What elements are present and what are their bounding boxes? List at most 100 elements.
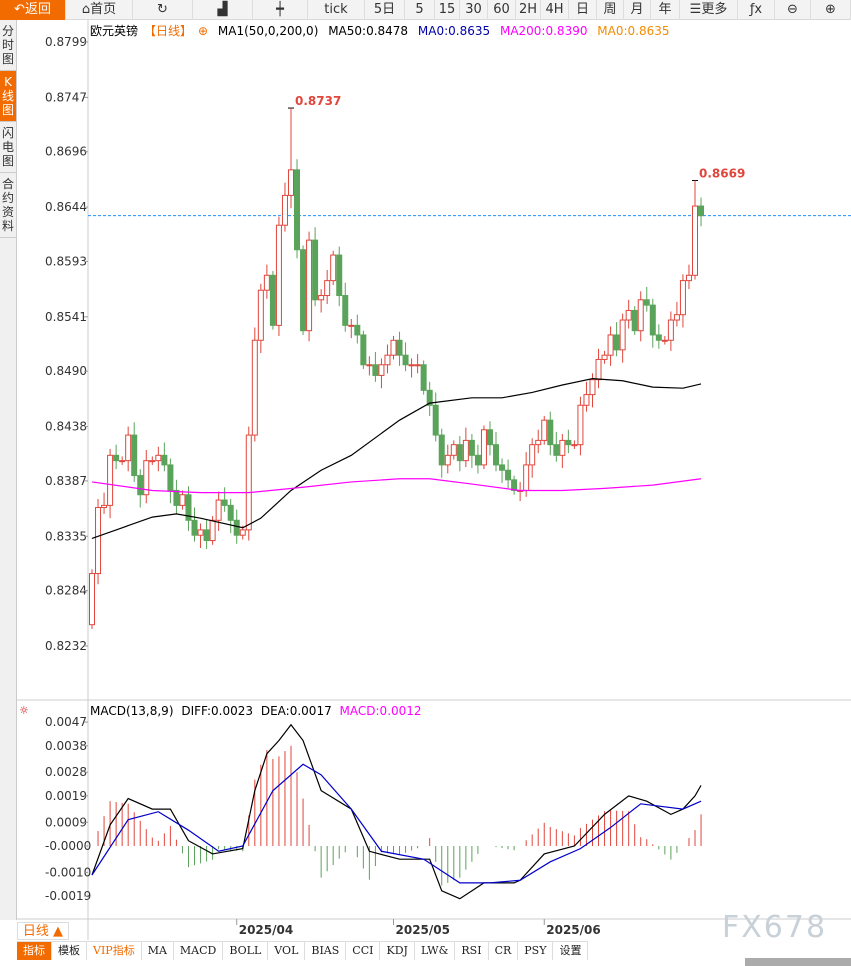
diff-value: DIFF:0.0023 [181,704,254,718]
macd-tick: 0.0019 [45,789,87,803]
toolbar-item-0[interactable]: ↶返回 [0,0,66,20]
toolbar-item-1[interactable]: ⌂首页 [66,0,133,20]
toolbar-item-9[interactable]: 30 [460,0,488,20]
view-sidebar: 分时图 K线图 闪电图 合约资料 [0,20,17,920]
candle-down [438,434,445,466]
toolbar-item-11[interactable]: 2H [516,0,541,20]
indicator-tab-MA[interactable]: MA [142,942,174,960]
toolbar-item-5[interactable]: tick [308,0,365,20]
sidebar-tab-contract-info[interactable]: 合约资料 [0,173,16,238]
candle-up [595,358,602,381]
candle-up [661,339,668,342]
candle-down [505,469,512,481]
toolbar-item-12[interactable]: 4H [541,0,569,20]
indicator-tab-指标[interactable]: 指标 [17,942,52,960]
indicator-tab-CR[interactable]: CR [489,942,519,960]
candle-up [667,319,674,341]
candle-down [631,309,638,332]
candle-up [378,364,385,376]
price-tick: 0.8644 [45,200,87,214]
candle-down [468,439,475,456]
candle-up [444,454,451,466]
indicator-tab-设置[interactable]: 设置 [553,942,589,960]
indicator-tab-PSY[interactable]: PSY [518,942,554,960]
toolbar-item-10[interactable]: 60 [488,0,516,20]
candle-up [143,460,150,496]
price-tick: 0.8284 [45,584,87,598]
candle-down [426,389,433,406]
toolbar-item-7[interactable]: 5 [405,0,435,20]
candle-down [312,239,319,301]
candle-down [354,324,361,336]
toolbar-label: 首页 [90,2,117,17]
sidebar-tab-flash[interactable]: 闪电图 [0,122,16,173]
settings-icon[interactable]: ⊕ [198,24,209,38]
toolbar-item-6[interactable]: 5日 [365,0,405,20]
candle-up [89,573,95,626]
candle-up [215,499,222,521]
toolbar-item-16[interactable]: 年 [651,0,680,20]
toolbar-item-3[interactable]: ▟ [193,0,253,20]
candle-up [601,354,608,360]
candle-up [251,339,258,436]
candle-up [197,529,204,536]
indicator-tab-BIAS[interactable]: BIAS [305,942,347,960]
ma50-line [91,378,702,539]
candle-up [155,454,162,462]
candle-up [529,444,536,466]
toolbar-label: 返回 [24,2,51,17]
macd-value: MACD:0.0012 [339,704,422,718]
indicator-name[interactable]: MA1(50,0,200,0) [217,24,319,38]
candle-up [685,274,692,282]
indicator-tab-CCI[interactable]: CCI [346,942,381,960]
toolbar-item-8[interactable]: 15 [435,0,460,20]
fx-icon: ƒx [749,2,763,17]
toolbar-label: 更多 [701,2,728,17]
toolbar-item-15[interactable]: 月 [624,0,651,20]
candle-up [125,434,132,462]
candle-down [203,529,210,542]
candle-down [511,479,518,491]
candle-down [474,454,481,466]
candle-down [655,334,662,341]
indicator-tab-RSI[interactable]: RSI [455,942,489,960]
candle-up [245,434,252,531]
candle-up [366,364,373,367]
candle-down [613,334,620,351]
toolbar-item-2[interactable]: ↻ [133,0,193,20]
candle-down [649,304,656,336]
toolbar-item-14[interactable]: 周 [597,0,624,20]
candle-down [396,339,403,356]
indicator-tab-模板[interactable]: 模板 [52,942,87,960]
toolbar-label: 4H [545,2,564,17]
sidebar-tab-kline[interactable]: K线图 [0,71,16,122]
price-tick: 0.8490 [45,364,87,378]
candle-down [221,499,228,506]
indicator-tab-LW&[interactable]: LW& [415,942,456,960]
menu-icon: ☰ [689,2,702,17]
toolbar-item-19[interactable]: ⊖ [775,0,811,20]
ma200-value: MA200:0.8390 [499,24,588,38]
indicator-tab-MACD[interactable]: MACD [174,942,224,960]
candle-up [330,254,337,282]
indicator-tab-BOLL[interactable]: BOLL [223,942,269,960]
toolbar-item-18[interactable]: ƒx [738,0,775,20]
candle-up [559,439,566,456]
scrollbar[interactable] [745,958,851,966]
period-button[interactable]: 日线 ▲ [17,922,69,940]
toolbar-item-17[interactable]: ☰更多 [680,0,738,20]
dea-line [91,763,702,884]
toolbar-item-13[interactable]: 日 [569,0,597,20]
sidebar-tab-timeshare[interactable]: 分时图 [0,20,16,71]
indicator-tab-KDJ[interactable]: KDJ [380,942,415,960]
indicator-tab-VOL[interactable]: VOL [268,942,306,960]
candle-down [402,354,409,366]
indicator-tab-VIP指标[interactable]: VIP指标 [87,942,142,960]
candle-up [348,324,355,327]
macd-name[interactable]: MACD(13,8,9) [90,704,174,718]
toolbar-label: 15 [438,2,456,17]
candle-up [583,394,590,406]
toolbar-item-4[interactable]: ┿ [253,0,308,20]
candle-down [486,429,493,446]
